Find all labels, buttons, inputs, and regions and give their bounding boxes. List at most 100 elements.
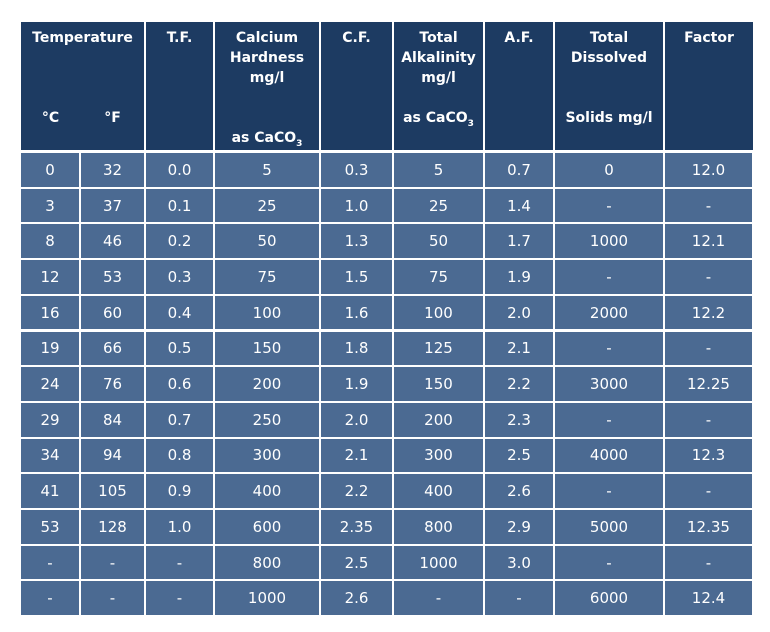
table-cell: 1.6: [321, 295, 392, 330]
table-cell: 125: [394, 331, 483, 366]
table-cell: 12.1: [665, 224, 752, 259]
table-cell: 1.9: [321, 367, 392, 401]
table-cell: -: [81, 581, 144, 616]
table-cell: 12.3: [665, 438, 752, 473]
table-cell: 150: [215, 331, 319, 366]
table-cell: 150: [394, 367, 483, 401]
header-cell: Total Alkalinity mg/l as CaCO3: [394, 22, 483, 150]
table-cell: 2.1: [321, 438, 392, 473]
table-cell: 100: [215, 295, 319, 330]
header-text: mg/l: [421, 70, 456, 86]
header-cell: Total Dissolved Solids mg/l: [555, 22, 663, 150]
table-cell: 12: [21, 260, 79, 294]
table-cell: 105: [81, 474, 144, 508]
table-cell: 3: [21, 188, 79, 223]
table-cell: 5000: [555, 510, 663, 544]
header-text: as CaCO: [403, 110, 468, 126]
table-cell: 200: [215, 367, 319, 401]
header-text: Total: [419, 30, 458, 46]
table-cell: 0.6: [146, 367, 213, 401]
table-cell: 2.5: [485, 438, 553, 473]
table-cell: 6000: [555, 581, 663, 616]
table-cell: 1000: [555, 224, 663, 259]
header-text: Calcium: [235, 30, 299, 46]
table-cell: 800: [215, 545, 319, 580]
table-cell: 0.4: [146, 295, 213, 330]
table-cell: 2.0: [485, 295, 553, 330]
table-cell: 2.1: [485, 331, 553, 366]
table-cell: 800: [394, 510, 483, 544]
header-text: Solids mg/l: [565, 110, 653, 126]
table-cell: 300: [394, 438, 483, 473]
table-cell: 400: [215, 474, 319, 508]
table-cell: -: [665, 260, 752, 294]
table-cell: 5: [394, 153, 483, 187]
table-cell: 41: [21, 474, 79, 508]
table-cell: 0: [21, 153, 79, 187]
table-cell: 100: [394, 295, 483, 330]
header-text: Total: [589, 30, 629, 46]
table-cell: 2.6: [321, 581, 392, 616]
subscript: 3: [467, 118, 474, 129]
table-cell: 75: [394, 260, 483, 294]
header-cell: C.F.: [321, 22, 392, 150]
table-cell: 12.35: [665, 510, 752, 544]
table-cell: 1.9: [485, 260, 553, 294]
table-cell: 2.0: [321, 402, 392, 437]
header-text: as CaCO: [231, 130, 297, 146]
header-text: Alkalinity: [401, 50, 476, 66]
table-cell: -: [665, 188, 752, 223]
table-cell: 400: [394, 474, 483, 508]
header-text: °C: [41, 110, 60, 126]
table-cell: -: [555, 545, 663, 580]
table-cell: 2.9: [485, 510, 553, 544]
table-cell: 2.3: [485, 402, 553, 437]
table-cell: 2.6: [485, 474, 553, 508]
table-cell: 12.25: [665, 367, 752, 401]
table-cell: -: [555, 260, 663, 294]
table-cell: 84: [81, 402, 144, 437]
table-cell: -: [485, 581, 553, 616]
table-cell: 2000: [555, 295, 663, 330]
header-text: mg/l: [249, 70, 285, 86]
header-text: as CaCO3: [394, 108, 483, 134]
table-cell: 5: [215, 153, 319, 187]
table-cell: -: [665, 474, 752, 508]
table-cell: 0.3: [321, 153, 392, 187]
table-cell: 12.4: [665, 581, 752, 616]
table-cell: 250: [215, 402, 319, 437]
table-cell: -: [665, 331, 752, 366]
table-cell: 53: [81, 260, 144, 294]
table-cell: 0.8: [146, 438, 213, 473]
table-cell: 66: [81, 331, 144, 366]
table-cell: 2.2: [321, 474, 392, 508]
table-cell: 50: [215, 224, 319, 259]
table-cell: 0.5: [146, 331, 213, 366]
table-cell: 34: [21, 438, 79, 473]
header-text: Dissolved: [570, 50, 648, 66]
table-cell: 600: [215, 510, 319, 544]
table-cell: -: [21, 581, 79, 616]
table-cell: -: [81, 545, 144, 580]
table-cell: 0: [555, 153, 663, 187]
table-cell: 1000: [215, 581, 319, 616]
table-cell: 8: [21, 224, 79, 259]
table-cell: 29: [21, 402, 79, 437]
table-cell: 76: [81, 367, 144, 401]
header-text: Factor: [684, 30, 734, 46]
table-cell: 46: [81, 224, 144, 259]
table-cell: 37: [81, 188, 144, 223]
table-cell: 50: [394, 224, 483, 259]
header-text: A.F.: [504, 30, 534, 46]
table-cell: 2.2: [485, 367, 553, 401]
header-text: C.F.: [342, 30, 371, 46]
table-cell: 3000: [555, 367, 663, 401]
subscript: 3: [296, 138, 303, 149]
table-cell: -: [146, 581, 213, 616]
table-cell: 4000: [555, 438, 663, 473]
header-text: Temperature: [32, 30, 133, 46]
table-cell: 25: [215, 188, 319, 223]
table-cell: 75: [215, 260, 319, 294]
header-cell: T.F.: [146, 22, 213, 150]
header-cell: A.F.: [485, 22, 553, 150]
